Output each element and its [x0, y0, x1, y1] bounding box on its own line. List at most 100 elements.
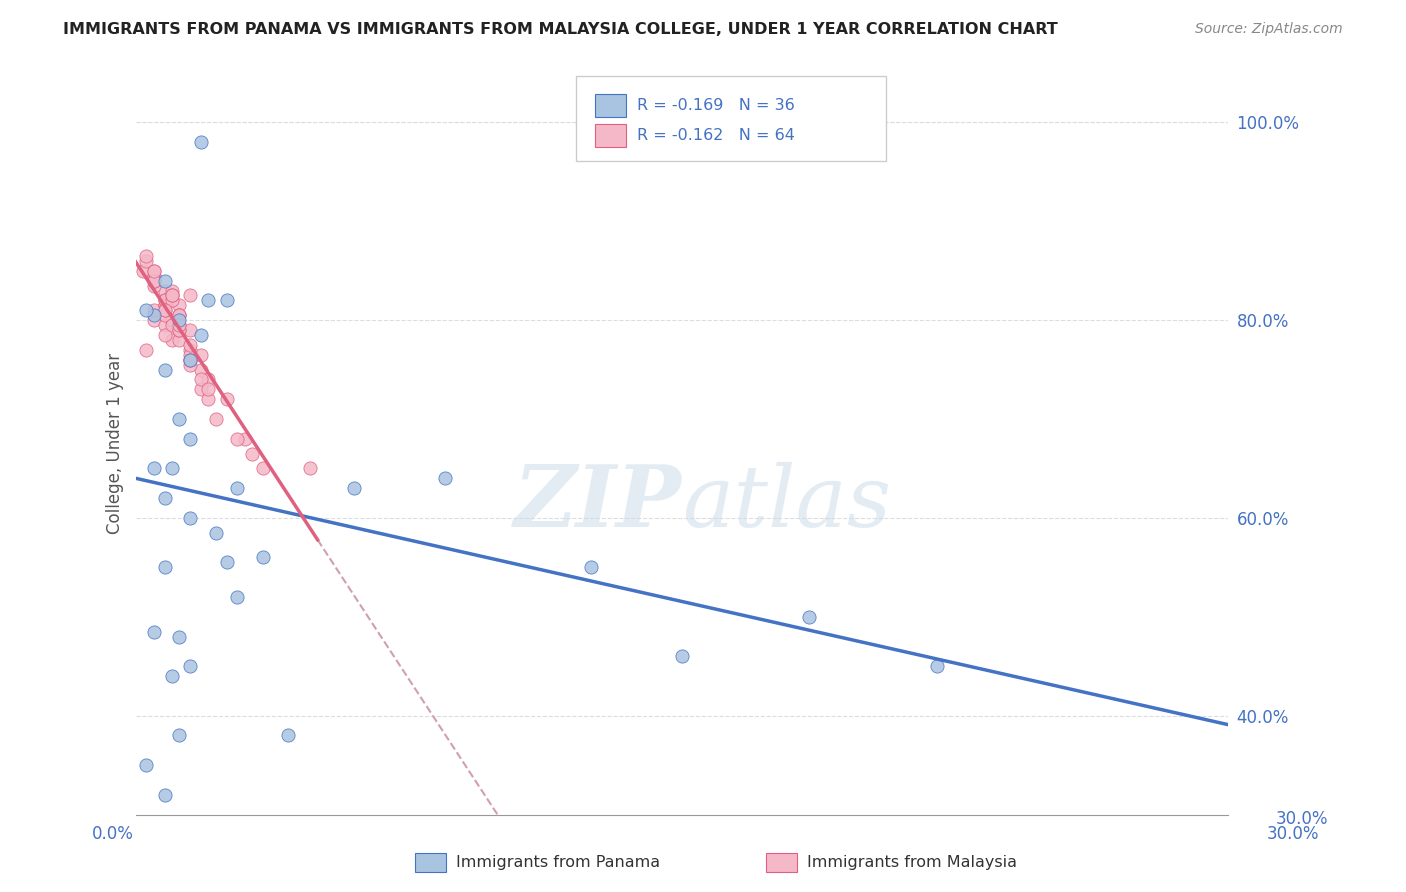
Point	[142, 264, 165, 278]
Text: Immigrants from Panama: Immigrants from Panama	[456, 855, 659, 870]
Point	[226, 432, 249, 446]
Point	[167, 308, 190, 322]
Text: IMMIGRANTS FROM PANAMA VS IMMIGRANTS FROM MALAYSIA COLLEGE, UNDER 1 YEAR CORRELA: IMMIGRANTS FROM PANAMA VS IMMIGRANTS FRO…	[63, 22, 1059, 37]
Point	[160, 293, 183, 308]
Point	[153, 328, 176, 343]
Point	[299, 461, 322, 475]
Point	[233, 432, 256, 446]
Point	[167, 630, 190, 644]
Point	[799, 609, 821, 624]
Point	[179, 352, 201, 367]
Point	[190, 348, 212, 362]
Point	[215, 556, 238, 570]
Point	[142, 274, 165, 288]
Point	[343, 481, 366, 495]
Point	[179, 659, 201, 673]
Text: Immigrants from Malaysia: Immigrants from Malaysia	[807, 855, 1017, 870]
Point	[671, 649, 693, 664]
Point	[226, 590, 249, 604]
Point	[167, 313, 190, 327]
Point	[142, 624, 165, 639]
Point	[142, 268, 165, 283]
Point	[215, 392, 238, 407]
Point	[160, 288, 183, 302]
Point	[197, 392, 219, 407]
Point	[153, 491, 176, 505]
Point	[190, 372, 212, 386]
Point	[277, 729, 299, 743]
Point	[240, 447, 263, 461]
Point	[142, 278, 165, 293]
Y-axis label: College, Under 1 year: College, Under 1 year	[107, 353, 124, 534]
Point	[204, 412, 226, 426]
Text: atlas: atlas	[682, 462, 891, 544]
Point	[153, 293, 176, 308]
Point	[153, 362, 176, 376]
Point	[167, 318, 190, 332]
Point	[226, 481, 249, 495]
Point	[153, 284, 176, 298]
Point	[135, 758, 157, 772]
Point	[197, 372, 219, 386]
Text: ZIP: ZIP	[515, 461, 682, 545]
Point	[925, 659, 948, 673]
Point	[132, 264, 155, 278]
Point	[142, 268, 165, 283]
Point	[160, 288, 183, 302]
Point	[179, 352, 201, 367]
Point	[179, 352, 201, 367]
Point	[167, 729, 190, 743]
Point	[160, 313, 183, 327]
Point	[179, 323, 201, 337]
Text: 0.0%: 0.0%	[91, 825, 134, 843]
Point	[215, 293, 238, 308]
Point	[153, 298, 176, 312]
Point	[135, 253, 157, 268]
Point	[167, 323, 190, 337]
Text: R = -0.162   N = 64: R = -0.162 N = 64	[637, 128, 794, 143]
Point	[160, 461, 183, 475]
Point	[434, 471, 457, 485]
Point	[252, 461, 274, 475]
Point	[153, 308, 176, 322]
Point	[167, 318, 190, 332]
Text: Source: ZipAtlas.com: Source: ZipAtlas.com	[1195, 22, 1343, 37]
Point	[135, 303, 157, 318]
Point	[179, 358, 201, 372]
Point	[179, 338, 201, 352]
Text: 30.0%: 30.0%	[1277, 810, 1329, 828]
Point	[142, 274, 165, 288]
Point	[160, 318, 183, 332]
Point	[190, 362, 212, 376]
Point	[160, 333, 183, 347]
Point	[160, 293, 183, 308]
Point	[179, 432, 201, 446]
Point	[153, 788, 176, 802]
Point	[142, 308, 165, 322]
Point	[252, 550, 274, 565]
Point	[160, 284, 183, 298]
Point	[197, 293, 219, 308]
Point	[142, 274, 165, 288]
Point	[167, 323, 190, 337]
Point	[142, 313, 165, 327]
Point	[167, 308, 190, 322]
Point	[160, 669, 183, 683]
Point	[160, 288, 183, 302]
Point	[179, 511, 201, 525]
Text: R = -0.169   N = 36: R = -0.169 N = 36	[637, 98, 794, 112]
Point	[153, 303, 176, 318]
Point	[142, 264, 165, 278]
Point	[167, 333, 190, 347]
Point	[179, 343, 201, 357]
Point	[153, 293, 176, 308]
Point	[197, 383, 219, 397]
Point	[579, 560, 602, 574]
Point	[142, 461, 165, 475]
Point	[135, 249, 157, 263]
Point	[153, 303, 176, 318]
Point	[153, 298, 176, 312]
Point	[167, 412, 190, 426]
Point	[135, 343, 157, 357]
Point	[179, 348, 201, 362]
